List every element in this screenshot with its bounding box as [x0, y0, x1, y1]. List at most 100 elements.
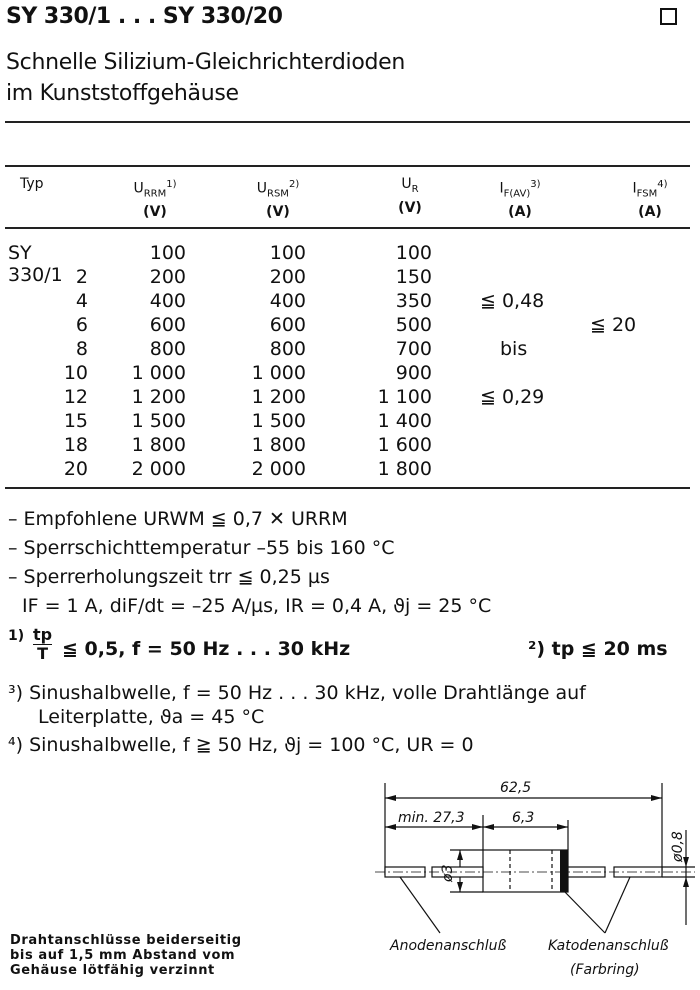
table-row: 2 200 200 150 [0, 266, 700, 290]
col-unit: (V) [266, 204, 290, 221]
table-top-rule [5, 165, 690, 167]
col-header-ursm: URSM2) (V) [256, 179, 300, 221]
cell-ursm: 1 000 [251, 362, 306, 384]
table-row: 8 800 800 700 [0, 338, 700, 362]
cell-urrm: 400 [149, 290, 186, 312]
cell-ursm: 100 [269, 242, 306, 264]
cell-ursm: 200 [269, 266, 306, 288]
cell-ur: 150 [395, 266, 432, 288]
col-header-urrm: URRM1) (V) [133, 179, 177, 221]
table-row: 18 1 800 1 800 1 600 [0, 434, 700, 458]
cell-ursm: 1 200 [251, 386, 306, 408]
col-unit: (V) [398, 199, 422, 216]
col-sup: 1) [166, 179, 177, 190]
footnote-1-text: ≦ 0,5, f = 50 Hz . . . 30 kHz [62, 638, 351, 660]
cell-typ: SY 330/1 [8, 242, 63, 286]
note-temperature: – Sperrschichttemperatur –55 bis 160 °C [8, 537, 395, 559]
cell-ursm: 1 800 [251, 434, 306, 456]
table-header-rule [5, 227, 690, 229]
cell-ur: 1 800 [377, 458, 432, 480]
fraction-numerator: tp [33, 625, 53, 645]
cell-urrm: 600 [149, 314, 186, 336]
dim-lead-min: min. 27,3 [398, 810, 464, 826]
cell-ursm: 400 [269, 290, 306, 312]
note-urwm: – Empfohlene URWM ≦ 0,7 ✕ URRM [8, 508, 348, 530]
cell-ur: 500 [395, 314, 432, 336]
col-header-typ: Typ [20, 175, 80, 194]
col-unit: (A) [638, 204, 662, 221]
cell-typ: 20 [63, 458, 88, 480]
cell-urrm: 200 [149, 266, 186, 288]
cell-typ: 15 [63, 410, 88, 432]
cell-typ: 8 [75, 338, 88, 360]
cell-ur: 900 [395, 362, 432, 384]
cell-ursm: 2 000 [251, 458, 306, 480]
table-bottom-rule [5, 487, 690, 489]
col-sup: 2) [288, 179, 300, 190]
cell-typ: 2 [75, 266, 88, 288]
anode-label: Anodenanschluß [389, 938, 506, 954]
subtitle-line-1: Schnelle Silizium-Gleichrichterdioden [6, 50, 406, 75]
note-recovery-time: – Sperrerholungszeit trr ≦ 0,25 µs [8, 566, 330, 588]
fraction-denominator: T [37, 644, 49, 663]
cell-typ: 4 [75, 290, 88, 312]
cell-ur: 1 600 [377, 434, 432, 456]
cell-typ: 12 [63, 386, 88, 408]
col-header-ifav: IF(AV)3) (A) [499, 179, 541, 221]
ifav-max: ≦ 0,48 [480, 290, 545, 312]
title-rule [5, 121, 690, 123]
footnote-3-line1: ³) Sinushalbwelle, f = 50 Hz . . . 30 kH… [8, 682, 586, 704]
lead-note-line: bis auf 1,5 mm Abstand vom [10, 948, 236, 963]
col-sub: RRM [143, 188, 167, 200]
table-row: 6 600 600 500 [0, 314, 700, 338]
cell-typ: 6 [75, 314, 88, 336]
page-title: SY 330/1 . . . SY 330/20 [6, 4, 283, 29]
footnote-4: ⁴) Sinushalbwelle, f ≧ 50 Hz, ϑj = 100 °… [8, 734, 474, 756]
table-row: 20 2 000 2 000 1 800 [0, 458, 700, 482]
cathode-label: Katodenanschluß [548, 938, 669, 954]
col-unit: (V) [143, 204, 167, 221]
cell-urrm: 1 200 [131, 386, 186, 408]
cell-ur: 100 [395, 242, 432, 264]
table-row: SY 330/1 100 100 100 [0, 242, 700, 286]
cell-ursm: 1 500 [251, 410, 306, 432]
col-header-ur: UR (V) [398, 176, 422, 216]
dim-body-dia: ø3 [440, 865, 456, 883]
lead-note-line: Gehäuse lötfähig verzinnt [10, 963, 215, 978]
cell-ur: 1 100 [377, 386, 432, 408]
ifav-min: ≦ 0,29 [480, 386, 545, 408]
table-row: 4 400 400 350 [0, 290, 700, 314]
table-row: 12 1 200 1 200 1 100 [0, 386, 700, 410]
checkbox-square [660, 8, 677, 25]
col-sub: R [411, 183, 419, 195]
lead-note: Drahtanschlüsse beiderseitig bis auf 1,5… [10, 933, 242, 978]
ifsm-value: ≦ 20 [590, 314, 637, 336]
col-sup: 3) [530, 179, 541, 190]
cell-urrm: 800 [149, 338, 186, 360]
dim-body-length: 6,3 [512, 810, 534, 826]
ifav-bis: bis [500, 338, 528, 360]
col-unit: (A) [508, 204, 532, 221]
cell-ur: 1 400 [377, 410, 432, 432]
cell-urrm: 1 500 [131, 410, 186, 432]
cell-urrm: 100 [149, 242, 186, 264]
cell-typ: 10 [63, 362, 88, 384]
lead-note-line: Drahtanschlüsse beiderseitig [10, 933, 242, 948]
cell-urrm: 1 800 [131, 434, 186, 456]
subtitle-line-2: im Kunststoffgehäuse [6, 81, 239, 106]
leader-cathode-lead [604, 876, 631, 934]
col-sup: 4) [657, 179, 668, 190]
cathode-color-band [560, 850, 568, 892]
col-sub: RSM [267, 188, 289, 200]
cell-ursm: 800 [269, 338, 306, 360]
col-label: Typ [20, 176, 44, 192]
footnote-1-mark: 1) [8, 628, 25, 644]
cathode-note: (Farbring) [570, 962, 640, 978]
dim-total-length: 62,5 [500, 780, 531, 796]
col-sub: F(AV) [503, 188, 531, 200]
col-sub: FSM [636, 188, 658, 200]
footnote-3-line2: Leiterplatte, ϑa = 45 °C [38, 706, 265, 728]
note-conditions: IF = 1 A, diF/dt = –25 A/µs, IR = 0,4 A,… [22, 595, 492, 617]
cell-urrm: 1 000 [131, 362, 186, 384]
